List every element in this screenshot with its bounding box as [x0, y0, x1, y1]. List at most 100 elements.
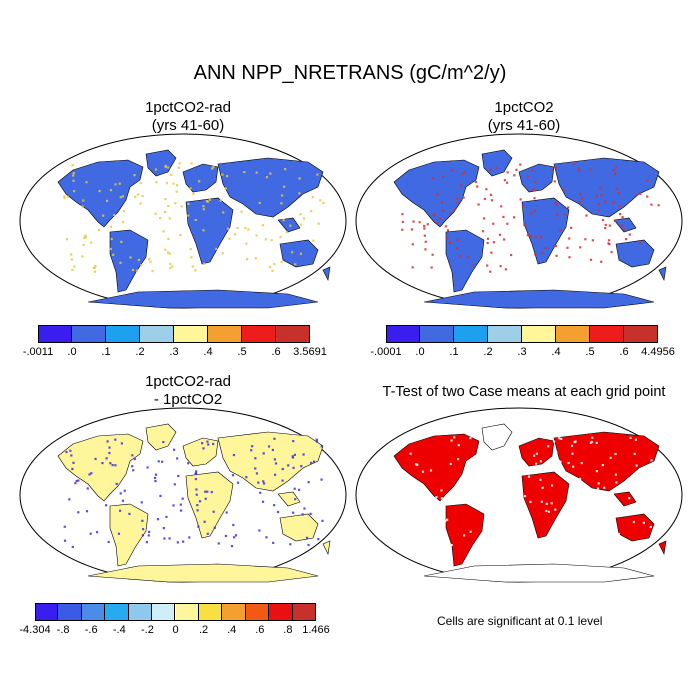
grid-cell	[310, 210, 313, 213]
grid-cell	[486, 264, 489, 267]
colorbar-tick-label: 0	[172, 624, 179, 636]
grid-cell	[551, 538, 554, 541]
panel-4-title-line1: T-Test of two Case means at each grid po…	[382, 384, 666, 400]
grid-cell	[123, 489, 126, 492]
grid-cell	[162, 440, 165, 444]
grid-cell	[215, 247, 218, 250]
grid-cell	[489, 270, 492, 273]
grid-cell	[604, 514, 607, 517]
grid-cell	[441, 175, 444, 178]
grid-cell	[523, 224, 526, 227]
grid-cell	[597, 202, 600, 206]
continent-new-zealand	[322, 266, 331, 281]
grid-cell	[636, 193, 639, 196]
colorbar-tick-label: .3	[517, 346, 527, 358]
colorbar-tick-label: 3.5691	[293, 346, 327, 358]
grid-cell	[412, 436, 415, 439]
grid-cell	[312, 460, 316, 463]
grid-cell	[597, 482, 600, 485]
grid-cell	[283, 185, 286, 188]
grid-cell	[255, 472, 259, 475]
grid-cell	[299, 213, 302, 216]
grid-cell	[211, 167, 214, 170]
colorbar-tick-label: .6	[271, 346, 281, 358]
colorbar-swatch	[208, 325, 242, 343]
grid-cell	[579, 489, 582, 493]
grid-cell	[119, 196, 122, 199]
grid-cell	[534, 236, 538, 239]
grid-cell	[101, 462, 104, 465]
colorbar-frame	[38, 325, 310, 343]
grid-cell	[172, 504, 175, 507]
continent-south-america	[445, 229, 485, 293]
grid-cell	[618, 212, 622, 216]
grid-cell	[572, 465, 575, 468]
continent-europe	[518, 163, 555, 193]
grid-cell	[534, 465, 538, 468]
colorbar-tick-label: .5	[237, 346, 247, 358]
grid-cell	[547, 445, 550, 448]
grid-cell	[533, 197, 536, 200]
grid-cell	[601, 534, 604, 538]
grid-cell	[432, 538, 435, 541]
grid-cell	[429, 469, 433, 472]
grid-cell	[85, 510, 89, 513]
grid-cell	[72, 190, 76, 193]
grid-cell	[141, 519, 144, 522]
continent-africa	[521, 471, 570, 539]
grid-cell	[181, 540, 185, 543]
grid-cell	[449, 212, 452, 215]
grid-cell	[225, 175, 229, 178]
grid-cell	[423, 227, 426, 230]
grid-cell	[512, 216, 516, 219]
colorbar-swatch	[106, 325, 140, 343]
grid-cell	[614, 452, 617, 456]
grid-cell	[195, 470, 198, 473]
grid-cell	[70, 258, 73, 261]
grid-cell	[532, 454, 536, 457]
grid-cell	[634, 438, 637, 441]
colorbar-swatch	[454, 325, 488, 343]
grid-cell	[317, 538, 320, 541]
grid-cell	[121, 499, 125, 502]
grid-cell	[307, 543, 310, 547]
grid-cell	[284, 168, 287, 171]
grid-cell	[140, 264, 143, 267]
grid-cell	[206, 440, 209, 443]
grid-cell	[610, 251, 613, 254]
grid-cell	[618, 205, 621, 208]
grid-cell	[498, 233, 502, 236]
grid-cell	[574, 440, 577, 443]
grid-cell	[501, 476, 504, 480]
grid-cell	[107, 540, 110, 544]
grid-cell	[419, 493, 422, 496]
grid-cell	[508, 471, 511, 474]
grid-cell	[147, 530, 151, 533]
grid-cell	[224, 187, 227, 190]
colorbar-tick-label: -.2	[140, 624, 154, 636]
grid-cell	[411, 243, 414, 246]
grid-cell	[77, 511, 80, 514]
colorbar-swatch	[245, 603, 270, 621]
colorbar-tick-label: .4	[227, 624, 237, 636]
grid-cell	[174, 202, 177, 205]
map-outline	[355, 133, 683, 309]
grid-cell	[167, 204, 170, 208]
grid-cell	[157, 460, 160, 463]
grid-cell	[504, 268, 507, 271]
grid-cell	[550, 436, 553, 439]
grid-cell	[589, 258, 593, 261]
colorbar-tick-label: .8	[283, 624, 293, 636]
grid-cell	[440, 489, 443, 492]
grid-cell	[84, 234, 87, 237]
grid-cell	[68, 498, 71, 501]
grid-cell	[455, 246, 459, 250]
panel-3-title-line1: 1pctCO2-rad	[145, 373, 231, 390]
grid-cell	[580, 197, 584, 200]
grid-cell	[187, 214, 190, 217]
grid-cell	[444, 225, 447, 228]
grid-cell	[639, 192, 642, 195]
grid-cell	[407, 509, 410, 512]
grid-cell	[620, 224, 623, 227]
grid-cell	[321, 519, 324, 522]
